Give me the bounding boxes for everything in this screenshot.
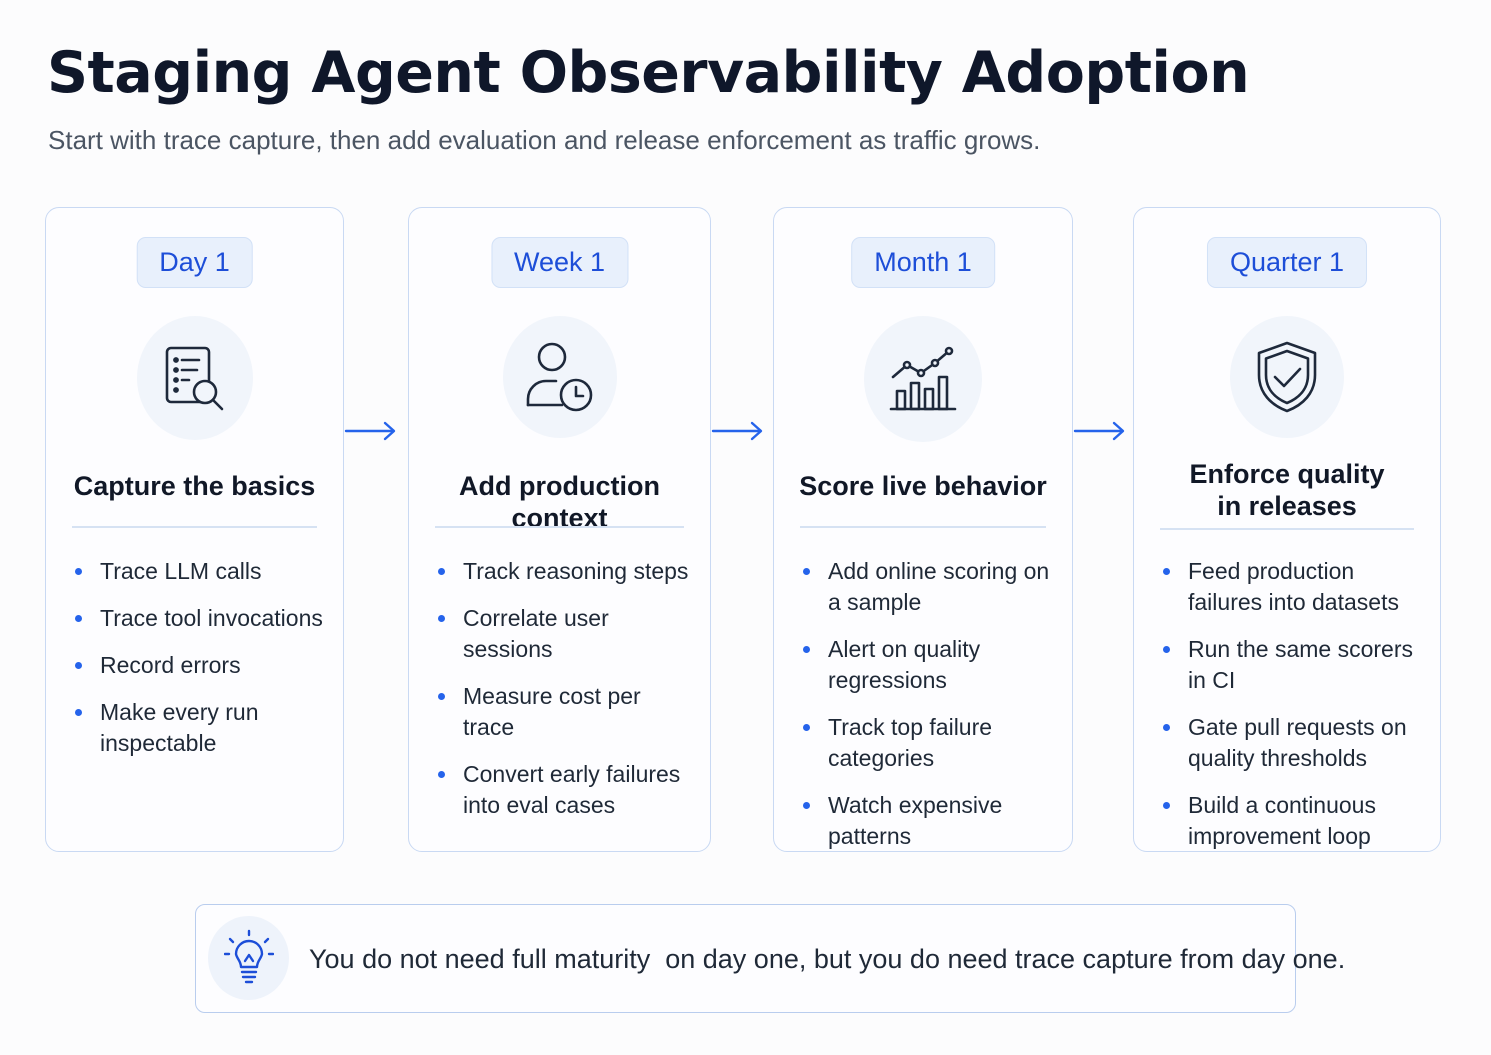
list-item: Trace tool invocations <box>72 603 329 634</box>
divider <box>72 526 317 528</box>
stage-card-day-1: Day 1 Capture the basics Trace LLM calls… <box>45 207 344 852</box>
bullet-icon <box>438 771 445 778</box>
list-item: Build a continuous improvement loop <box>1160 790 1426 852</box>
arrow-right-icon <box>711 421 763 441</box>
bullet-icon <box>438 568 445 575</box>
bullet-icon <box>1163 646 1170 653</box>
list-item: Track top failure categories <box>800 712 1058 774</box>
page-subtitle: Start with trace capture, then add evalu… <box>48 125 1041 155</box>
list-item: Watch expensive patterns <box>800 790 1058 852</box>
stage-title: Capture the basics <box>73 471 316 501</box>
tip-callout: You do not need full maturity on day one… <box>195 904 1345 1013</box>
lightbulb-icon <box>208 916 289 1000</box>
bullet-icon <box>438 615 445 622</box>
stage-title: Enforce quality in releases <box>1189 459 1385 521</box>
bullet-icon <box>803 724 810 731</box>
stage-badge: Month 1 <box>851 237 995 288</box>
bullet-icon <box>803 646 810 653</box>
page-title: Staging Agent Observability Adoption <box>47 40 1250 106</box>
list-item: Correlate user sessions <box>435 603 696 665</box>
bullet-icon <box>438 693 445 700</box>
stage-checklist: Track reasoning steps Correlate user ses… <box>435 556 696 837</box>
list-item: Gate pull requests on quality thresholds <box>1160 712 1426 774</box>
list-item: Add online scoring on a sample <box>800 556 1058 618</box>
divider <box>435 526 684 528</box>
bullet-icon <box>75 615 82 622</box>
arrow-right-icon <box>344 421 396 441</box>
arrow-right-icon <box>1073 421 1125 441</box>
bullet-icon <box>75 709 82 716</box>
stage-card-quarter-1: Quarter 1 Enforce quality in releases Fe… <box>1133 207 1441 852</box>
list-item: Measure cost per trace <box>435 681 696 743</box>
stage-card-month-1: Month 1 Score live behavior Add online s… <box>773 207 1073 852</box>
shield-check-icon <box>1230 316 1344 438</box>
list-item: Trace LLM calls <box>72 556 329 587</box>
stage-card-week-1: Week 1 Add production context Track reas… <box>408 207 711 852</box>
bullet-icon <box>803 568 810 575</box>
list-item: Record errors <box>72 650 329 681</box>
list-item: Convert early failures into eval cases <box>435 759 696 821</box>
bullet-icon <box>803 802 810 809</box>
list-item: Feed production failures into datasets <box>1160 556 1426 618</box>
stage-badge: Week 1 <box>490 237 629 288</box>
bullet-icon <box>1163 724 1170 731</box>
document-search-icon <box>136 316 253 440</box>
stage-title: Add production context <box>459 471 660 533</box>
stage-title: Score live behavior <box>799 471 1047 501</box>
list-item: Alert on quality regressions <box>800 634 1058 696</box>
stage-checklist: Add online scoring on a sample Alert on … <box>800 556 1058 868</box>
divider <box>800 526 1046 528</box>
stage-checklist: Feed production failures into datasets R… <box>1160 556 1426 868</box>
list-item: Track reasoning steps <box>435 556 696 587</box>
user-clock-icon <box>502 316 617 438</box>
stage-checklist: Trace LLM calls Trace tool invocations R… <box>72 556 329 775</box>
bar-chart-trend-icon <box>864 316 982 442</box>
bullet-icon <box>1163 568 1170 575</box>
stage-badge: Quarter 1 <box>1206 237 1368 288</box>
tip-text: You do not need full maturity on day one… <box>309 944 1346 974</box>
bullet-icon <box>1163 802 1170 809</box>
bullet-icon <box>75 662 82 669</box>
list-item: Make every run inspectable <box>72 697 329 759</box>
divider <box>1160 528 1414 530</box>
stage-badge: Day 1 <box>136 237 253 288</box>
bullet-icon <box>75 568 82 575</box>
list-item: Run the same scorers in CI <box>1160 634 1426 696</box>
